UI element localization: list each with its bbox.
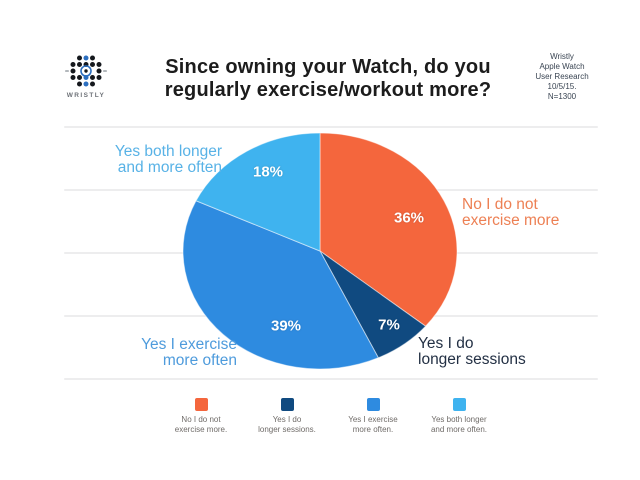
legend-label: longer sessions. [258,424,316,434]
legend-label: Yes both longer [431,415,487,424]
gridline [64,126,598,128]
legend-item: No I do not exercise more. [160,398,242,434]
legend-swatch [452,398,466,411]
pie-slice-3 [195,132,321,252]
legend-label: more often. [352,424,394,434]
pie-slice-2 [182,200,380,370]
slice-percent-label: 39% [270,317,302,335]
callout-exercise-more-often: Yes I exercise more often [141,337,237,369]
callout-line: longer sessions [418,350,526,368]
info-line: Wristly [550,52,574,61]
legend-item: Yes both longer and more often. [418,398,500,434]
callout-line: and more often [117,158,222,176]
callout-line: Yes I do [418,335,474,352]
info-line: N=1300 [547,92,577,101]
legend-swatch [194,398,208,411]
title-line-1: Since owning your Watch, do you [165,56,491,78]
logo-brand-text: WRISTLY [66,92,106,99]
title-line-2: regularly exercise/workout more? [164,79,492,102]
info-line: Apple Watch [539,62,585,71]
callout-yes-both-longer: Yes both longer and more often [115,144,222,176]
legend-swatch [280,398,294,411]
legend-label: Yes I exercise [348,415,398,424]
legend-swatch [366,398,380,411]
legend-label: exercise more. [174,424,228,434]
legend-label: Yes I do [272,415,302,424]
pie-slice-0 [319,132,458,327]
callout-line: more often [162,351,237,369]
info-line: User Research [535,72,589,81]
callout-line: No I do not [462,196,538,213]
slice-percent-label: 7% [378,316,400,334]
gridline [64,378,598,380]
research-info-block: Wristly Apple Watch User Research 10/5/1… [498,52,626,102]
slice-percent-label: 18% [252,163,284,181]
wristly-logo: WRISTLY [62,54,110,99]
callout-line: Yes I exercise [141,336,237,353]
slice-percent-label: 36% [393,209,425,227]
callout-line: exercise more [462,211,560,229]
chart-legend: No I do not exercise more. Yes I do longer… [160,398,504,434]
legend-item: Yes I exercise more often. [332,398,414,434]
wristly-dot-logo-icon [65,55,107,87]
info-line: 10/5/15. [547,82,577,91]
legend-label: No I do not [181,415,221,424]
legend-label: and more often. [430,424,488,434]
callout-no-exercise-more: No I do not exercise more [462,197,559,229]
callout-longer-sessions: Yes I do longer sessions [418,336,526,368]
callout-line: Yes both longer [114,143,222,160]
page-title: Since owning your Watch, do you regularl… [150,56,506,103]
legend-item: Yes I do longer sessions. [246,398,328,434]
